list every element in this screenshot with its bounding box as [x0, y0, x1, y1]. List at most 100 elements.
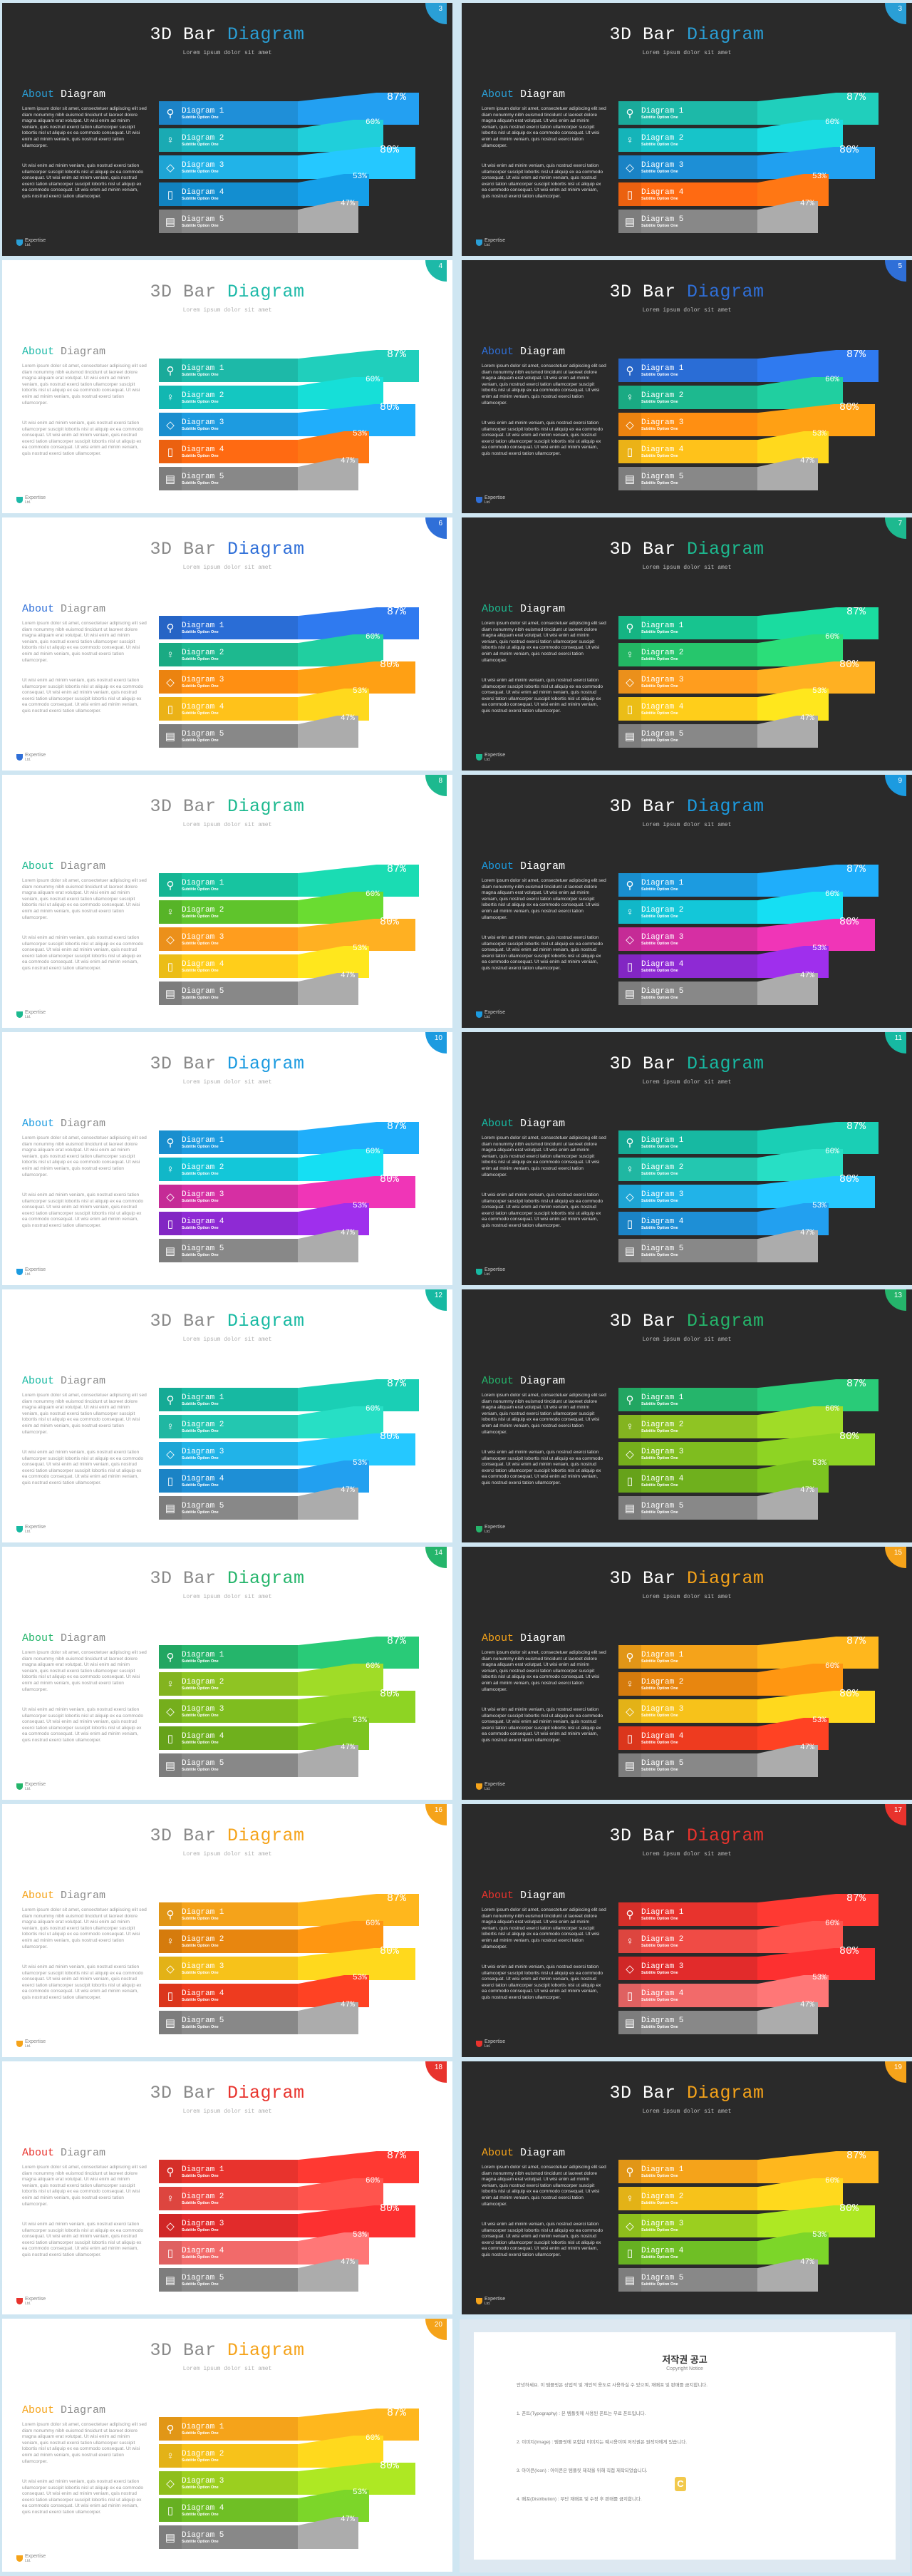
diamond-icon: ◇ [159, 670, 182, 694]
lightbulb-icon: ♀ [618, 1158, 641, 1181]
slide[interactable]: 10 3D Bar Diagram Lorem ipsum dolor sit am… [2, 1032, 452, 1285]
diagram-bar: ♀ Diagram 2 Subtitle Option One [618, 128, 757, 152]
diagram-row: ◇ Diagram 3 Subtitle Option One [618, 147, 896, 179]
slide[interactable]: 5 3D Bar Diagram Lorem ipsum dolor sit ame… [462, 260, 912, 513]
bar-diagram: ⚲ Diagram 1 Subtitle Option One 87% ♀ Diagram… [618, 58, 896, 251]
diagram-sublabel: Subtitle Option One [182, 2512, 219, 2517]
diagram-bar-text: Diagram 3 Subtitle Option One [182, 2220, 224, 2232]
logo-icon [476, 1526, 482, 1532]
about-heading: About Diagram [22, 88, 105, 101]
diagram-bar: ▤ Diagram 5 Subtitle Option One [159, 1239, 298, 1262]
logo-name: Expertise Ltd. [25, 1010, 46, 1019]
slide-title-part-1: 3D Bar [150, 796, 227, 817]
phone-icon: ▯ [618, 697, 641, 721]
diamond-icon: ◇ [159, 155, 182, 179]
diagram-bar: ♀ Diagram 2 Subtitle Option One [159, 2187, 298, 2210]
logo-name: Expertise Ltd. [25, 2297, 46, 2306]
slide[interactable]: 11 3D Bar Diagram Lorem ipsum dolor sit am… [462, 1032, 912, 1285]
diagram-label: Diagram 4 [641, 1217, 684, 1226]
diagram-bar-text: Diagram 1 Subtitle Option One [182, 1136, 224, 1149]
logo-icon [16, 497, 23, 503]
diagram-bar: ◇ Diagram 3 Subtitle Option One [159, 413, 298, 436]
slide-subtitle: Lorem ipsum dolor sit amet [642, 1851, 732, 1858]
diagram-row: ⚲ Diagram 1 Subtitle Option One [618, 607, 896, 639]
slide[interactable]: 19 3D Bar Diagram Lorem ipsum dolor sit am… [462, 2061, 912, 2314]
slide-title: 3D Bar Diagram [462, 2083, 912, 2103]
diagram-row: ▯ Diagram 4 Subtitle Option One [618, 946, 896, 978]
slide-title: 3D Bar Diagram [2, 24, 452, 45]
slide[interactable]: 8 3D Bar Diagram Lorem ipsum dolor sit ame… [2, 775, 452, 1028]
diagram-percent: 87% [846, 349, 866, 361]
diagram-percent: 47% [800, 714, 814, 723]
diagram-sublabel: Subtitle Option One [641, 1401, 678, 1406]
diagram-row: ◇ Diagram 3 Subtitle Option One [618, 919, 896, 951]
diagram-percent: 80% [839, 659, 859, 671]
diagram-bar-text: Diagram 2 Subtitle Option One [641, 391, 683, 404]
diagram-sublabel: Subtitle Option One [182, 2227, 219, 2232]
slide-number-badge: 3 [425, 3, 447, 24]
slide-title-part-1: 3D Bar [150, 2340, 227, 2361]
diagram-label: Diagram 4 [641, 1989, 684, 1998]
slide[interactable]: 12 3D Bar Diagram Lorem ipsum dolor sit am… [2, 1289, 452, 1542]
about-heading-part-2: Diagram [520, 1118, 566, 1130]
slide[interactable]: 16 3D Bar Diagram Lorem ipsum dolor sit am… [2, 1804, 452, 2057]
diagram-bar-text: Diagram 5 Subtitle Option One [641, 1759, 683, 1772]
logo-icon [476, 1269, 482, 1275]
diagram-percent: 53% [353, 1202, 367, 1210]
logo-icon [16, 1526, 23, 1532]
diagram-percent: 87% [846, 91, 866, 103]
diagram-percent: 47% [341, 1743, 355, 1752]
lightbulb-icon: ♀ [618, 1415, 641, 1438]
slide[interactable]: 7 3D Bar Diagram Lorem ipsum dolor sit ame… [462, 517, 912, 771]
diagram-percent: 60% [366, 1148, 380, 1156]
lightbulb-icon: ♀ [159, 1415, 182, 1438]
slide[interactable]: 17 3D Bar Diagram Lorem ipsum dolor sit am… [462, 1804, 912, 2057]
slide[interactable]: 20 3D Bar Diagram Lorem ipsum dolor sit am… [2, 2319, 452, 2572]
calculator-icon: ▤ [159, 1753, 182, 1777]
diagram-bar: ◇ Diagram 3 Subtitle Option One [159, 1185, 298, 1208]
diagram-label: Diagram 2 [182, 905, 224, 915]
diagram-label: Diagram 3 [641, 1447, 684, 1456]
about-heading-part-1: About [482, 1118, 521, 1130]
body-paragraph-1: Lorem ipsum dolor sit amet, consectetuer… [482, 1135, 606, 1178]
slide[interactable]: 3 3D Bar Diagram Lorem ipsum dolor sit ame… [462, 3, 912, 256]
diagram-sublabel: Subtitle Option One [182, 1144, 219, 1149]
slide[interactable]: 9 3D Bar Diagram Lorem ipsum dolor sit ame… [462, 775, 912, 1028]
diagram-label: Diagram 5 [641, 1244, 684, 1253]
slide-title-part-1: 3D Bar [150, 24, 227, 45]
slide[interactable]: 14 3D Bar Diagram Lorem ipsum dolor sit am… [2, 1547, 452, 1800]
diagram-percent: 80% [380, 1173, 400, 1185]
diagram-sublabel: Subtitle Option One [182, 169, 219, 174]
slide[interactable]: 18 3D Bar Diagram Lorem ipsum dolor sit am… [2, 2061, 452, 2314]
slide[interactable]: 3 3D Bar Diagram Lorem ipsum dolor sit ame… [2, 3, 452, 256]
diagram-bar: ▤ Diagram 5 Subtitle Option One [618, 982, 757, 1005]
diagram-bar: ▯ Diagram 4 Subtitle Option One [618, 1212, 757, 1235]
about-heading: About Diagram [22, 1890, 105, 1902]
slide[interactable]: 4 3D Bar Diagram Lorem ipsum dolor sit ame… [2, 260, 452, 513]
diagram-sublabel: Subtitle Option One [641, 887, 678, 892]
diagram-bar: ⚲ Diagram 1 Subtitle Option One [618, 1645, 757, 1669]
diagram-row: ◇ Diagram 3 Subtitle Option One [618, 404, 896, 436]
diagram-bar: ⚲ Diagram 1 Subtitle Option One [159, 1130, 298, 1154]
slide-title-part-1: 3D Bar [150, 539, 227, 560]
diagram-sublabel: Subtitle Option One [641, 2227, 678, 2232]
diagram-percent: 87% [387, 863, 407, 875]
diagram-row: ◇ Diagram 3 Subtitle Option One [618, 1176, 896, 1208]
slide-title-part-1: 3D Bar [150, 1053, 227, 1074]
about-heading: About Diagram [22, 1375, 105, 1387]
logo-name: Expertise Ltd. [484, 1010, 506, 1019]
diagram-bar-text: Diagram 2 Subtitle Option One [182, 1163, 224, 1176]
diagram-row: ▤ Diagram 5 Subtitle Option One [159, 1488, 437, 1520]
slide-title-part-1: 3D Bar [150, 1311, 227, 1331]
diagram-row: ⚲ Diagram 1 Subtitle Option One [618, 2151, 896, 2183]
diagram-bar-text: Diagram 3 Subtitle Option One [182, 1448, 224, 1460]
diagram-bar-text: Diagram 4 Subtitle Option One [641, 1989, 683, 2002]
slide[interactable]: 13 3D Bar Diagram Lorem ipsum dolor sit am… [462, 1289, 912, 1542]
notice-line: 1. 폰트(Typography) : 본 템플릿에 사용된 폰트는 무료 폰트… [517, 2411, 646, 2416]
slide[interactable]: 6 3D Bar Diagram Lorem ipsum dolor sit ame… [2, 517, 452, 771]
slide[interactable]: 15 3D Bar Diagram Lorem ipsum dolor sit am… [462, 1547, 912, 1800]
about-heading-part-2: Diagram [61, 1375, 106, 1387]
diagram-label: Diagram 3 [182, 1447, 224, 1456]
phone-icon: ▯ [618, 2241, 641, 2265]
diagram-sublabel: Subtitle Option One [182, 223, 219, 228]
